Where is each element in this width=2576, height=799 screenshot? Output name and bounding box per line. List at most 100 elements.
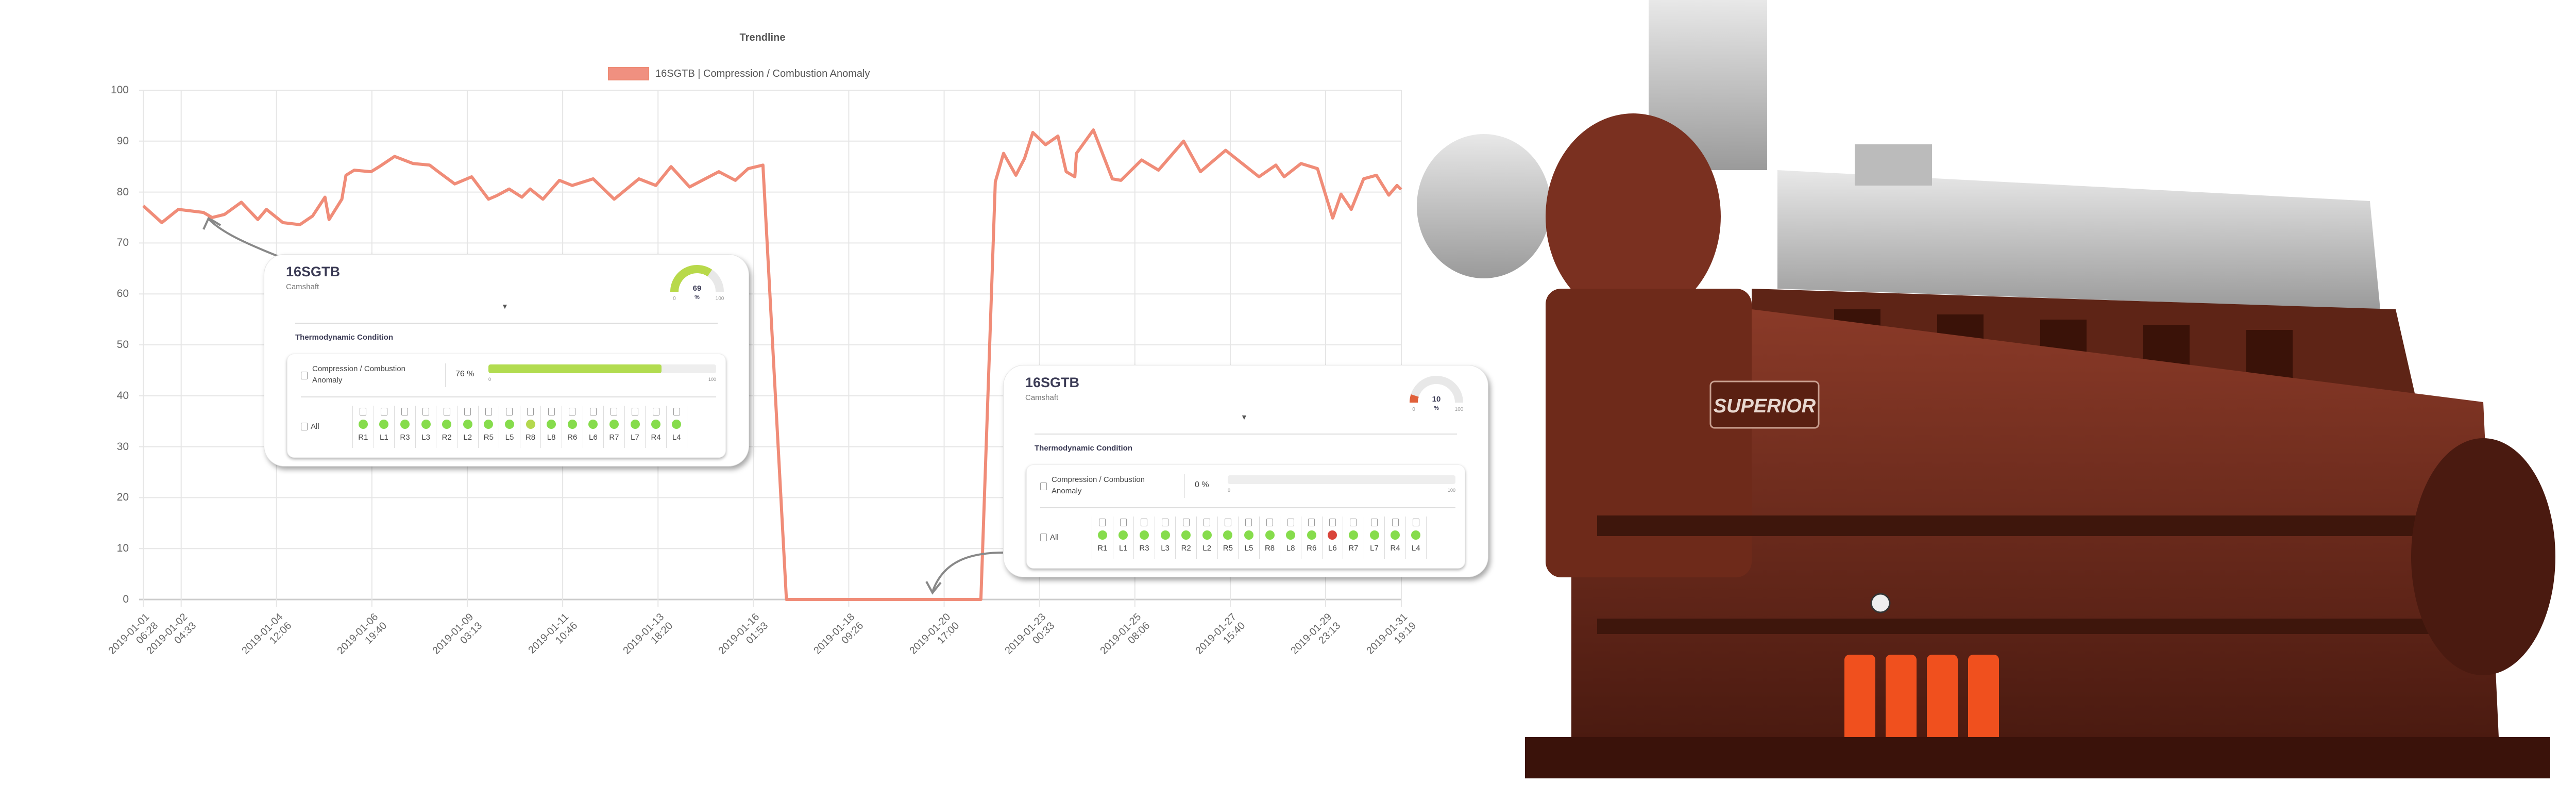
divider: [295, 323, 718, 324]
cylinder-l2[interactable]: L2: [1196, 517, 1217, 559]
cylinder-r8[interactable]: R8: [519, 406, 541, 448]
select-all[interactable]: All: [1040, 533, 1059, 542]
select-all-checkbox[interactable]: [301, 423, 308, 430]
cylinder-r4[interactable]: R4: [645, 406, 666, 448]
cylinder-l1[interactable]: L1: [373, 406, 395, 448]
divider: [1035, 434, 1457, 435]
cylinder-checkbox[interactable]: [1287, 519, 1294, 526]
cylinder-l3[interactable]: L3: [415, 406, 436, 448]
cylinder-l1[interactable]: L1: [1112, 517, 1134, 559]
nameplate: [1709, 380, 1820, 429]
cylinder-checkbox[interactable]: [506, 408, 513, 415]
status-dot-icon: [1348, 530, 1358, 540]
status-dot-icon: [547, 420, 556, 429]
cylinder-checkbox[interactable]: [569, 408, 576, 415]
cylinder-r5[interactable]: R5: [1217, 517, 1239, 559]
cylinder-l3[interactable]: L3: [1154, 517, 1176, 559]
cylinder-l6[interactable]: L6: [582, 406, 604, 448]
cylinder-l5[interactable]: L5: [1238, 517, 1259, 559]
cylinder-checkbox[interactable]: [589, 408, 597, 415]
cylinder-checkbox[interactable]: [1245, 519, 1252, 526]
cylinder-r7[interactable]: R7: [603, 406, 624, 448]
cylinder-r3[interactable]: R3: [394, 406, 415, 448]
cylinder-r8[interactable]: R8: [1259, 517, 1280, 559]
cylinder-checkbox[interactable]: [1350, 519, 1357, 526]
cylinder-checkbox[interactable]: [611, 408, 618, 415]
status-dot-icon: [1391, 530, 1400, 540]
cylinder-checkbox[interactable]: [1141, 519, 1148, 526]
cylinder-l6[interactable]: L6: [1321, 517, 1343, 559]
cylinder-r6[interactable]: R6: [1300, 517, 1322, 559]
cylinder-l7[interactable]: L7: [1363, 517, 1385, 559]
status-dot-icon: [1139, 530, 1149, 540]
cylinder-checkbox[interactable]: [548, 408, 555, 415]
cylinder-r2[interactable]: R2: [436, 406, 457, 448]
cylinder-r2[interactable]: R2: [1175, 517, 1196, 559]
cylinder-checkbox[interactable]: [1204, 519, 1211, 526]
cylinder-checkbox[interactable]: [673, 408, 680, 415]
cylinder-checkbox[interactable]: [1329, 519, 1336, 526]
cylinder-checkbox[interactable]: [1412, 519, 1419, 526]
cylinder-l5[interactable]: L5: [499, 406, 520, 448]
expand-caret-icon[interactable]: ▼: [1241, 413, 1248, 421]
cylinder-r1[interactable]: R1: [352, 406, 374, 448]
cylinder-l4[interactable]: L4: [1405, 517, 1427, 559]
cylinder-checkbox[interactable]: [1308, 519, 1315, 526]
cylinder-r3[interactable]: R3: [1133, 517, 1155, 559]
cylinder-checkbox[interactable]: [401, 408, 409, 415]
cylinder-label: L2: [1202, 544, 1212, 553]
select-all[interactable]: All: [301, 422, 319, 431]
cylinder-checkbox[interactable]: [1182, 519, 1190, 526]
cylinder-label: L6: [1328, 544, 1337, 553]
cylinder-checkbox[interactable]: [1266, 519, 1274, 526]
anomaly-percent: 76 %: [455, 370, 474, 378]
gauge-unit: %: [1434, 405, 1439, 411]
y-tick-label: 60: [116, 288, 129, 300]
gauge-unit: %: [694, 294, 700, 301]
cylinder-checkbox[interactable]: [1120, 519, 1127, 526]
cylinder-l2[interactable]: L2: [456, 406, 478, 448]
cylinder-checkbox[interactable]: [632, 408, 639, 415]
cylinder-l8[interactable]: L8: [540, 406, 562, 448]
cylinder-checkbox[interactable]: [1371, 519, 1378, 526]
cylinder-label: R5: [1223, 544, 1233, 553]
cylinder-r6[interactable]: R6: [561, 406, 583, 448]
cylinder-r4[interactable]: R4: [1384, 517, 1405, 559]
cylinder-l8[interactable]: L8: [1280, 517, 1301, 559]
cylinder-label: L8: [547, 433, 556, 442]
cylinder-label: R1: [358, 433, 368, 442]
cylinder-checkbox[interactable]: [443, 408, 450, 415]
status-dot-icon: [609, 420, 619, 429]
cylinder-checkbox[interactable]: [527, 408, 534, 415]
cylinder-checkbox[interactable]: [464, 408, 471, 415]
cylinder-r7[interactable]: R7: [1343, 517, 1364, 559]
status-dot-icon: [379, 420, 389, 429]
front-housing: [1546, 289, 1752, 577]
cylinder-r1[interactable]: R1: [1092, 517, 1113, 559]
cylinder-l7[interactable]: L7: [624, 406, 646, 448]
cylinder-label: R5: [483, 433, 494, 442]
cylinder-l4[interactable]: L4: [666, 406, 687, 448]
cylinder-checkbox[interactable]: [1162, 519, 1169, 526]
progress-max: 100: [708, 377, 716, 382]
anomaly-percent: 0 %: [1195, 480, 1209, 489]
chart-legend[interactable]: 16SGTB | Compression / Combustion Anomal…: [608, 67, 870, 80]
cylinder-checkbox[interactable]: [485, 408, 492, 415]
select-all-checkbox[interactable]: [1040, 534, 1047, 541]
cylinder-checkbox[interactable]: [360, 408, 367, 415]
cylinder-r5[interactable]: R5: [478, 406, 499, 448]
anomaly-checkbox[interactable]: [1040, 482, 1047, 490]
cylinder-checkbox[interactable]: [652, 408, 659, 415]
turbo-inlet: [1417, 134, 1551, 278]
cylinder-checkbox[interactable]: [1392, 519, 1399, 526]
status-dot-icon: [463, 420, 472, 429]
status-dot-icon: [1286, 530, 1296, 540]
anomaly-checkbox[interactable]: [301, 372, 308, 379]
cylinder-checkbox[interactable]: [380, 408, 387, 415]
expand-caret-icon[interactable]: ▼: [501, 302, 509, 310]
cylinder-checkbox[interactable]: [1099, 519, 1106, 526]
series-line: [142, 128, 1402, 601]
progress-min: 0: [488, 377, 492, 382]
cylinder-checkbox[interactable]: [422, 408, 430, 415]
cylinder-checkbox[interactable]: [1224, 519, 1231, 526]
